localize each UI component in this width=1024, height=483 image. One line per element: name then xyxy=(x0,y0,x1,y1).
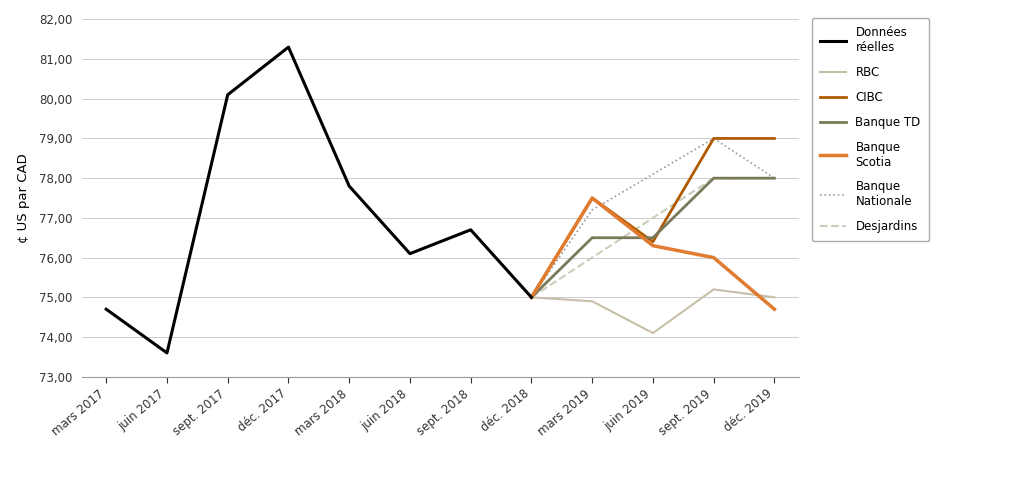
Banque
Scotia xyxy=(708,255,720,260)
Line: Banque TD: Banque TD xyxy=(531,178,774,298)
Desjardins xyxy=(586,255,598,260)
RBC xyxy=(647,330,659,336)
Données
réelles xyxy=(525,295,538,300)
Banque TD xyxy=(525,295,538,300)
Desjardins xyxy=(525,295,538,300)
Banque
Scotia xyxy=(768,306,780,312)
Banque
Scotia xyxy=(647,243,659,249)
Banque
Nationale xyxy=(586,207,598,213)
CIBC xyxy=(525,295,538,300)
Banque
Scotia xyxy=(525,295,538,300)
Banque TD xyxy=(586,235,598,241)
Banque
Nationale xyxy=(708,136,720,142)
Données
réelles xyxy=(221,92,233,98)
Banque
Nationale xyxy=(768,175,780,181)
Line: RBC: RBC xyxy=(531,289,774,333)
Données
réelles xyxy=(343,183,355,189)
Banque TD xyxy=(708,175,720,181)
Line: Banque
Scotia: Banque Scotia xyxy=(531,198,774,309)
RBC xyxy=(586,298,598,304)
Desjardins xyxy=(768,175,780,181)
Banque
Scotia xyxy=(586,195,598,201)
CIBC xyxy=(708,136,720,142)
Données
réelles xyxy=(100,306,113,312)
Données
réelles xyxy=(465,227,477,233)
Line: Desjardins: Desjardins xyxy=(531,178,774,298)
Données
réelles xyxy=(161,350,173,356)
Données
réelles xyxy=(283,44,295,50)
RBC xyxy=(768,295,780,300)
Banque TD xyxy=(647,235,659,241)
CIBC xyxy=(586,195,598,201)
Y-axis label: ¢ US par CAD: ¢ US par CAD xyxy=(17,153,31,243)
Legend: Données
réelles, RBC, CIBC, Banque TD, Banque
Scotia, Banque
Nationale, Desjardi: Données réelles, RBC, CIBC, Banque TD, B… xyxy=(812,18,929,242)
Line: CIBC: CIBC xyxy=(531,139,774,298)
Line: Données
réelles: Données réelles xyxy=(106,47,531,353)
Desjardins xyxy=(708,175,720,181)
Données
réelles xyxy=(403,251,416,256)
Banque
Nationale xyxy=(525,295,538,300)
CIBC xyxy=(647,239,659,244)
Line: Banque
Nationale: Banque Nationale xyxy=(531,139,774,298)
RBC xyxy=(708,286,720,292)
CIBC xyxy=(768,136,780,142)
RBC xyxy=(525,295,538,300)
Banque TD xyxy=(768,175,780,181)
